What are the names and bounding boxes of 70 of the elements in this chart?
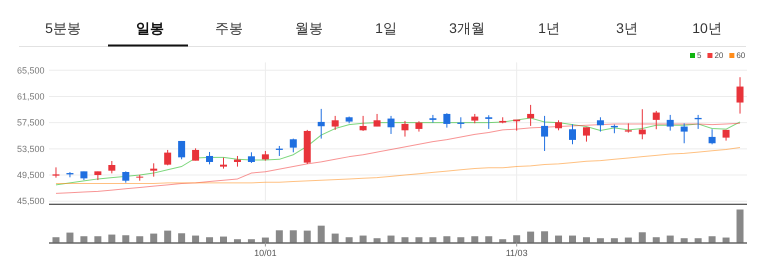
bar xyxy=(136,236,144,242)
bar xyxy=(388,236,395,242)
bar xyxy=(694,238,702,242)
bar xyxy=(624,238,632,242)
bar xyxy=(178,233,186,242)
y-tick-label: 61,500 xyxy=(17,91,45,102)
bar xyxy=(192,236,200,242)
bar xyxy=(596,238,604,242)
bar xyxy=(374,238,381,242)
bar xyxy=(666,236,674,242)
bar xyxy=(66,232,74,242)
bar xyxy=(318,226,325,242)
bar xyxy=(332,234,339,242)
bar xyxy=(610,238,618,242)
text: 일봉 xyxy=(136,20,164,36)
bar xyxy=(499,239,506,242)
bar xyxy=(276,230,283,242)
text: 1일 xyxy=(375,20,397,36)
bar xyxy=(708,236,716,242)
y-tick-label: 65,500 xyxy=(17,65,45,76)
bar xyxy=(736,210,744,242)
bar xyxy=(485,236,492,242)
bar xyxy=(304,230,311,242)
text: 주봉 xyxy=(215,20,243,36)
bar xyxy=(569,236,576,242)
bar xyxy=(541,231,548,242)
bar xyxy=(527,232,534,242)
text: 3개월 xyxy=(449,20,485,36)
bar xyxy=(150,234,158,242)
bar xyxy=(471,236,478,242)
bar xyxy=(401,237,408,242)
bar xyxy=(164,230,172,242)
text: 3년 xyxy=(616,20,638,36)
text: 1년 xyxy=(538,20,560,36)
text: 10년 xyxy=(692,20,722,36)
bar xyxy=(652,237,660,242)
bar xyxy=(555,236,562,242)
bar xyxy=(415,237,422,242)
y-tick-label: 49,500 xyxy=(17,170,45,180)
legend-label: 60 xyxy=(736,51,746,60)
bar xyxy=(52,237,60,242)
y-tick-label: 53,500 xyxy=(17,144,45,154)
text: 5분봉 xyxy=(45,20,81,36)
bar xyxy=(457,237,464,242)
bar xyxy=(80,236,88,242)
bar xyxy=(513,235,520,242)
bar xyxy=(262,238,269,242)
bar xyxy=(582,237,590,242)
bar xyxy=(722,238,730,242)
bar xyxy=(360,236,367,242)
bar xyxy=(346,237,353,242)
y-tick-label: 57,500 xyxy=(17,118,45,128)
bar xyxy=(443,236,450,242)
bar xyxy=(122,235,130,242)
bar xyxy=(220,236,227,242)
bar xyxy=(94,236,102,242)
bar xyxy=(429,237,436,242)
bar xyxy=(108,234,116,242)
bar xyxy=(248,239,255,242)
y-tick-label: 45,500 xyxy=(17,196,45,206)
bar xyxy=(234,239,241,242)
legend-label: 20 xyxy=(714,51,724,60)
bar xyxy=(206,237,214,242)
legend-label: 5 xyxy=(697,51,702,60)
bar xyxy=(638,232,646,242)
text: 월봉 xyxy=(295,20,323,36)
bar xyxy=(680,238,688,242)
x-tick-label: 11/03 xyxy=(506,248,528,258)
bar xyxy=(290,230,297,242)
x-tick-label: 10/01 xyxy=(254,248,277,258)
